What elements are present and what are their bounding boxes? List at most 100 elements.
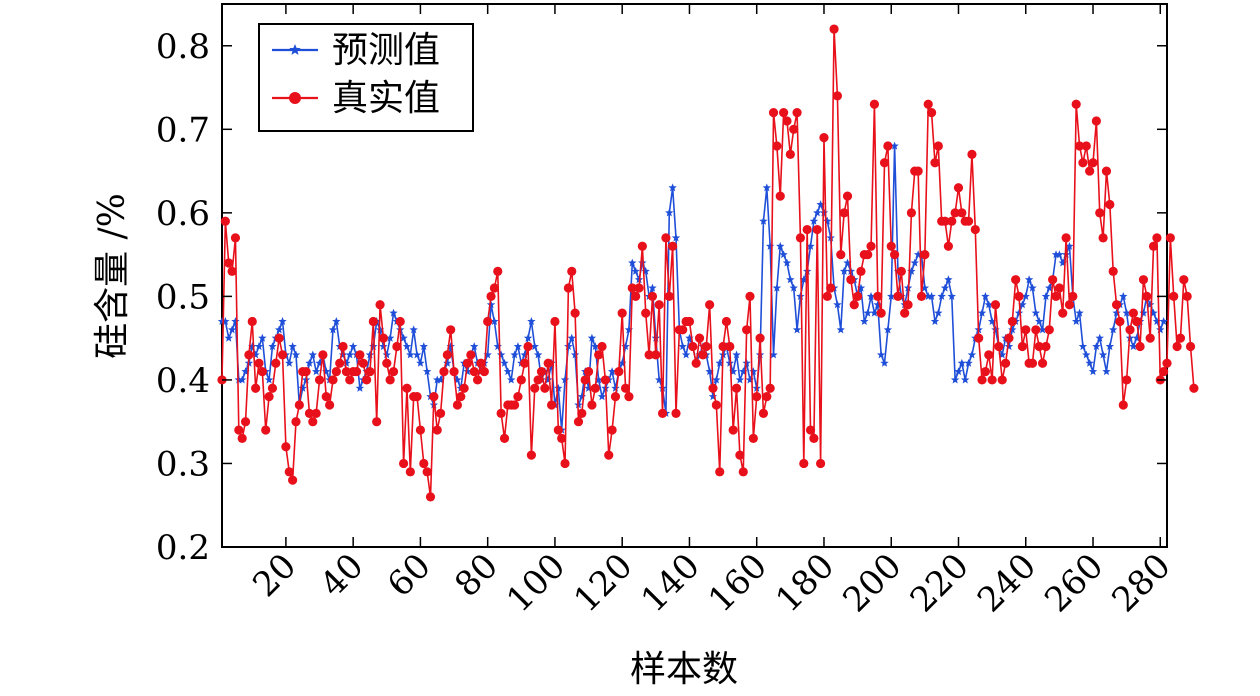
data-point — [735, 450, 745, 460]
data-point — [544, 375, 553, 384]
data-point — [345, 350, 354, 359]
data-point — [953, 183, 964, 193]
x-tick-label: 140 — [634, 546, 708, 620]
data-point — [1179, 275, 1189, 285]
data-point — [362, 375, 372, 385]
data-point — [762, 392, 772, 402]
data-point — [795, 233, 806, 243]
data-point — [940, 283, 950, 292]
data-point — [1004, 333, 1014, 343]
data-point — [308, 417, 318, 427]
data-point — [873, 291, 883, 301]
data-point — [217, 317, 227, 326]
data-point — [836, 325, 845, 334]
data-point — [604, 450, 614, 460]
data-point — [987, 317, 997, 326]
data-point — [705, 367, 714, 376]
data-point — [583, 366, 594, 377]
data-point — [866, 241, 876, 251]
data-point — [735, 375, 745, 384]
data-point — [1011, 275, 1021, 285]
data-point — [809, 216, 819, 225]
data-point — [439, 366, 449, 377]
data-point — [288, 342, 297, 351]
data-point — [462, 358, 473, 368]
data-point — [496, 350, 506, 359]
data-point — [998, 350, 1007, 359]
data-point — [731, 383, 742, 393]
data-point — [739, 367, 748, 376]
data-point — [405, 467, 415, 477]
data-point — [611, 383, 620, 392]
data-point — [789, 283, 798, 292]
x-tick-label: 220 — [903, 546, 977, 620]
data-point — [1122, 308, 1131, 317]
data-point — [916, 291, 927, 301]
data-point — [470, 342, 479, 351]
data-point — [564, 342, 573, 351]
data-point — [472, 375, 483, 385]
data-point — [224, 333, 233, 342]
data-point — [900, 308, 910, 318]
data-point — [294, 400, 304, 410]
data-point — [277, 350, 288, 360]
data-point — [399, 458, 409, 469]
data-point — [708, 392, 718, 401]
data-point — [886, 241, 896, 251]
data-point — [241, 367, 250, 376]
data-point — [990, 300, 1001, 310]
data-point — [513, 392, 523, 402]
data-point — [822, 291, 832, 301]
data-point — [301, 366, 311, 377]
data-point — [453, 375, 462, 384]
data-point — [230, 233, 241, 243]
data-point — [314, 375, 325, 385]
data-point — [920, 250, 930, 260]
data-point — [328, 375, 338, 385]
data-point — [540, 383, 550, 393]
data-point — [1014, 291, 1024, 301]
data-point — [937, 291, 946, 300]
data-point — [507, 375, 516, 384]
data-point — [1037, 358, 1048, 368]
data-point — [607, 425, 617, 435]
y-axis-ticks: 0.2 0.3 0.4 0.5 0.6 0.7 0.8 — [156, 27, 1167, 568]
data-point — [1105, 199, 1115, 210]
data-point — [567, 333, 576, 342]
data-point — [913, 250, 923, 259]
data-point — [624, 392, 634, 402]
data-point — [823, 216, 832, 225]
data-point — [1108, 266, 1118, 276]
data-point — [1105, 342, 1115, 351]
data-point — [375, 300, 385, 310]
data-point — [1038, 325, 1047, 334]
y-tick-label: 0.8 — [156, 27, 210, 67]
data-point — [523, 333, 533, 342]
data-point — [1085, 166, 1095, 176]
data-point — [1119, 291, 1128, 300]
data-point — [1098, 350, 1108, 359]
data-point — [621, 342, 630, 351]
data-point — [1034, 341, 1044, 352]
data-point — [856, 283, 866, 292]
data-point — [594, 350, 604, 360]
data-point — [1078, 158, 1088, 168]
data-point — [267, 383, 278, 393]
data-point — [416, 358, 425, 367]
data-point — [385, 333, 395, 342]
data-point — [261, 425, 271, 435]
data-point — [378, 333, 389, 343]
data-point — [964, 358, 973, 367]
data-point — [1111, 300, 1122, 310]
data-point — [1072, 317, 1081, 326]
data-point — [1031, 325, 1041, 335]
data-point — [684, 316, 695, 327]
data-point — [530, 342, 539, 351]
data-point — [843, 258, 852, 267]
data-point — [896, 266, 906, 276]
data-point — [786, 275, 795, 284]
data-point — [1041, 341, 1051, 352]
data-point — [331, 366, 341, 377]
data-point — [258, 333, 267, 342]
x-tick-label: 80 — [447, 546, 506, 605]
